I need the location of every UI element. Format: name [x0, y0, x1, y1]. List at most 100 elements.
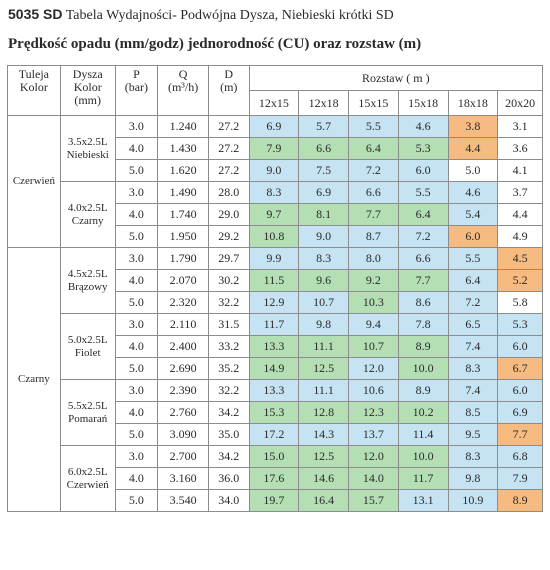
rate-cell: 8.3 — [447, 357, 499, 380]
rate-cell: 7.2 — [397, 225, 449, 248]
cell-q: 2.700 — [157, 445, 209, 468]
performance-table: Tuleja Kolor Dysza Kolor (mm) P (bar) Q (m… — [7, 65, 544, 512]
cell-q: 2.320 — [157, 291, 209, 314]
table-row: 4.0 1.740 29.0 9.7 8.1 7.7 6.4 5.4 4.4 — [8, 203, 543, 226]
cell-q: 3.160 — [157, 467, 209, 490]
nozzle-label: 6.0x2.5L Czerwień — [59, 445, 116, 512]
sleeve-color: Czerwień — [7, 115, 61, 248]
rate-cell: 7.9 — [497, 467, 543, 490]
rate-cell: 10.9 — [447, 489, 499, 512]
rate-cell: 4.6 — [397, 115, 449, 138]
rate-cell: 10.3 — [348, 291, 399, 314]
cell-p: 5.0 — [114, 423, 159, 446]
rate-cell: 3.1 — [497, 115, 543, 138]
cell-q: 3.540 — [157, 489, 209, 512]
table-row: 5.5x2.5L Pomarań 3.0 2.390 32.2 13.3 11.1 10.6… — [8, 379, 543, 446]
cell-p: 5.0 — [114, 225, 159, 248]
rate-cell: 6.0 — [447, 225, 499, 248]
cell-d: 34.2 — [207, 401, 250, 424]
cell-d: 29.7 — [207, 247, 250, 270]
rate-cell: 15.7 — [348, 489, 399, 512]
cell-p: 3.0 — [114, 313, 159, 336]
col-header-pressure: P (bar) — [114, 65, 159, 116]
diameter-label: D — [224, 67, 234, 81]
rate-cell: 10.6 — [348, 379, 399, 402]
rate-cell: 7.4 — [447, 379, 499, 402]
rate-cell: 8.6 — [397, 291, 449, 314]
nozzle-label: 5.0x2.5L Fiolet — [59, 313, 116, 380]
spacing-header: 15x18 — [397, 90, 449, 116]
diameter-unit: (m) — [220, 80, 238, 94]
cell-p: 4.0 — [114, 203, 159, 226]
cell-d: 34.0 — [207, 489, 250, 512]
cell-d: 30.2 — [207, 269, 250, 292]
rate-cell: 10.7 — [348, 335, 399, 358]
rate-cell: 5.2 — [497, 269, 543, 292]
rate-cell: 19.7 — [248, 489, 300, 512]
rate-cell: 9.2 — [348, 269, 399, 292]
cell-d: 29.2 — [207, 225, 250, 248]
rate-cell: 9.9 — [248, 247, 300, 270]
cell-q: 1.490 — [157, 181, 209, 204]
cell-q: 1.430 — [157, 137, 209, 160]
rate-cell: 12.5 — [298, 357, 350, 380]
rate-cell: 4.1 — [497, 159, 543, 182]
rate-cell: 12.9 — [248, 291, 300, 314]
table-row: 5.0x2.5L Fiolet 3.0 2.110 31.5 11.7 9.8 9.4 7.8… — [8, 313, 543, 380]
rate-cell: 6.8 — [497, 445, 543, 468]
cell-p: 3.0 — [114, 247, 159, 270]
rate-cell: 6.6 — [298, 137, 350, 160]
rate-cell: 5.3 — [397, 137, 449, 160]
rate-cell: 10.2 — [397, 401, 449, 424]
table-row: 5.0 3.090 35.0 17.2 14.3 13.7 11.4 9.5 7.7 — [8, 423, 543, 446]
spacing-header: 15x15 — [348, 90, 399, 116]
rate-cell: 14.9 — [248, 357, 300, 380]
rate-cell: 6.9 — [497, 401, 543, 424]
table-row: 6.0x2.5L Czerwień 3.0 2.700 34.2 15.0 12.5 12.… — [8, 445, 543, 512]
rate-cell: 14.3 — [298, 423, 350, 446]
rate-cell: 9.6 — [298, 269, 350, 292]
rate-cell: 9.0 — [248, 159, 300, 182]
cell-p: 3.0 — [114, 181, 159, 204]
cell-p: 3.0 — [114, 115, 159, 138]
spacing-header: 18x18 — [447, 90, 499, 116]
flow-label: Q — [178, 67, 188, 81]
rate-cell: 4.5 — [497, 247, 543, 270]
rate-cell: 13.3 — [248, 379, 300, 402]
rate-cell: 12.8 — [298, 401, 350, 424]
rate-cell: 5.5 — [348, 115, 399, 138]
cell-d: 35.0 — [207, 423, 250, 446]
rate-cell: 6.0 — [497, 379, 543, 402]
cell-q: 1.790 — [157, 247, 209, 270]
rate-cell: 5.8 — [497, 291, 543, 314]
rate-cell: 12.3 — [348, 401, 399, 424]
cell-p: 5.0 — [114, 291, 159, 314]
rate-cell: 6.4 — [447, 269, 499, 292]
rate-cell: 7.2 — [348, 159, 399, 182]
rate-cell: 10.0 — [397, 445, 449, 468]
rate-cell: 7.2 — [447, 291, 499, 314]
cell-q: 1.740 — [157, 203, 209, 226]
rate-cell: 6.0 — [397, 159, 449, 182]
spacing-header: 20x20 — [497, 90, 543, 116]
cell-d: 28.0 — [207, 181, 250, 204]
rate-cell: 15.3 — [248, 401, 300, 424]
rate-cell: 11.7 — [397, 467, 449, 490]
cell-d: 27.2 — [207, 115, 250, 138]
rate-cell: 13.1 — [397, 489, 449, 512]
cell-d: 27.2 — [207, 159, 250, 182]
rate-cell: 5.3 — [497, 313, 543, 336]
rate-cell: 9.7 — [248, 203, 300, 226]
table-row: 5.0 1.620 27.2 9.0 7.5 7.2 6.0 5.0 4.1 — [8, 159, 543, 182]
col-header-rozstaw: Rozstaw ( m ) — [248, 65, 544, 91]
cell-q: 2.690 — [157, 357, 209, 380]
rate-cell: 14.0 — [348, 467, 399, 490]
table-row: 5.0 1.950 29.2 10.8 9.0 8.7 7.2 6.0 4.9 — [8, 225, 543, 248]
rate-cell: 11.1 — [298, 379, 350, 402]
rate-cell: 6.6 — [348, 181, 399, 204]
rate-cell: 9.8 — [298, 313, 350, 336]
rate-cell: 6.9 — [248, 115, 300, 138]
cell-p: 4.0 — [114, 137, 159, 160]
table-row: Czarny 4.5x2.5L Brązowy 3.0 1.790 29.7 9.9 8.3… — [7, 247, 543, 512]
cell-q: 1.620 — [157, 159, 209, 182]
